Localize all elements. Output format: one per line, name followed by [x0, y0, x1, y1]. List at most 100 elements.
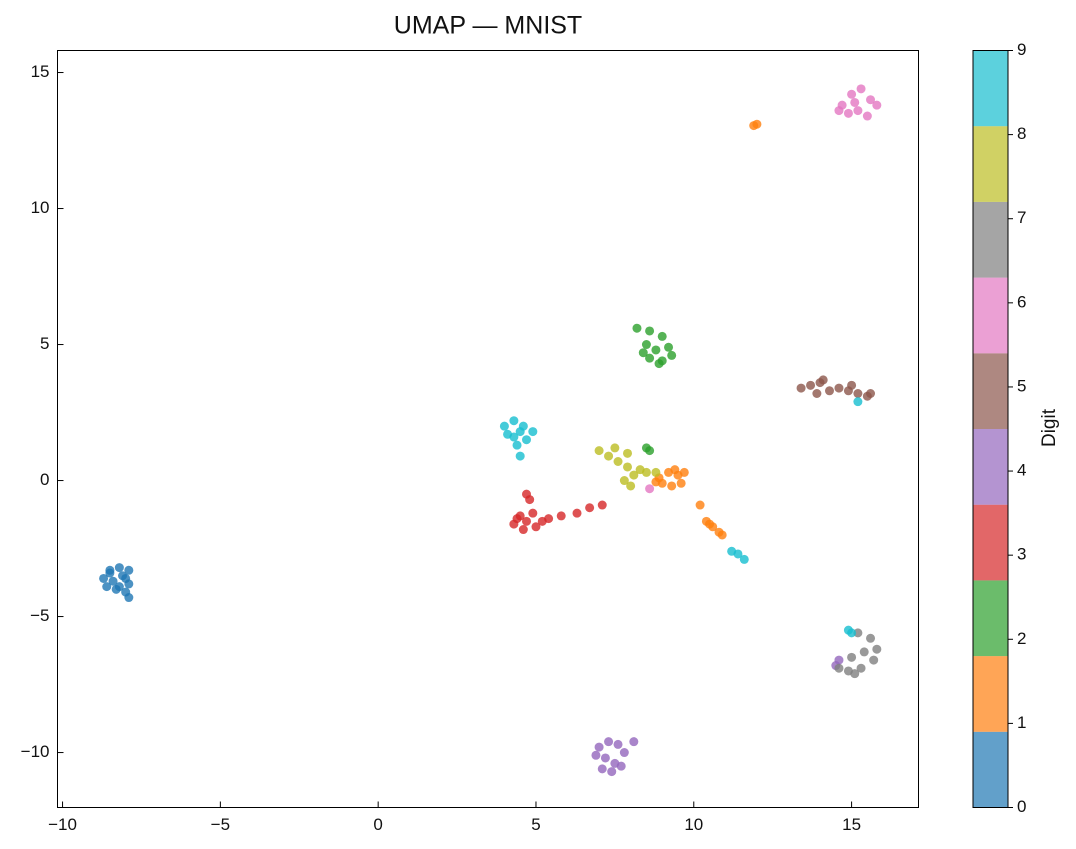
point — [105, 568, 115, 578]
point — [850, 97, 860, 107]
point — [834, 663, 844, 673]
point — [99, 573, 109, 583]
point — [752, 119, 762, 129]
point — [818, 375, 828, 385]
point — [604, 451, 614, 461]
point — [600, 753, 610, 763]
point — [585, 503, 595, 513]
colorbar-tick-label: 1 — [1017, 713, 1026, 732]
point — [796, 383, 806, 393]
point — [651, 345, 661, 355]
point — [509, 416, 519, 426]
x-tick-label: −10 — [48, 815, 77, 834]
y-tick-label: −5 — [30, 606, 49, 625]
point — [528, 427, 538, 437]
point — [657, 331, 667, 341]
colorbar-segment — [973, 429, 1008, 505]
point — [705, 519, 715, 529]
point — [872, 644, 882, 654]
point — [572, 508, 582, 518]
point — [847, 652, 857, 662]
point — [651, 467, 661, 477]
point — [645, 353, 655, 363]
point — [108, 576, 118, 586]
point — [515, 427, 525, 437]
point — [645, 326, 655, 336]
point — [531, 522, 541, 532]
colorbar-tick-label: 7 — [1017, 208, 1026, 227]
colorbar-segment — [973, 656, 1008, 732]
chart-title: UMAP — MNIST — [394, 12, 582, 40]
point — [834, 383, 844, 393]
point — [739, 554, 749, 564]
x-tick-label: 10 — [684, 815, 703, 834]
point — [613, 739, 623, 749]
point — [812, 389, 822, 399]
point — [641, 340, 651, 350]
point — [512, 514, 522, 524]
point — [869, 655, 879, 665]
point — [613, 457, 623, 467]
point — [638, 348, 648, 358]
point — [657, 356, 667, 366]
plot-frame — [57, 50, 919, 808]
point — [651, 477, 661, 487]
y-tick-label: 0 — [40, 470, 49, 489]
colorbar-tick-label: 8 — [1017, 124, 1026, 143]
point — [607, 767, 617, 777]
point — [499, 421, 509, 431]
point — [856, 84, 866, 94]
x-tick-label: −5 — [211, 815, 230, 834]
point — [645, 446, 655, 456]
point — [544, 514, 554, 524]
colorbar-segment — [973, 126, 1008, 202]
colorbar-tick-label: 2 — [1017, 629, 1026, 648]
point — [512, 440, 522, 450]
point — [114, 582, 124, 592]
point — [522, 435, 532, 445]
colorbar-tick-label: 5 — [1017, 376, 1026, 395]
point — [866, 95, 876, 105]
point — [518, 525, 528, 535]
point — [594, 446, 604, 456]
colorbar-tick-label: 6 — [1017, 292, 1026, 311]
point — [124, 565, 134, 575]
point — [866, 389, 876, 399]
point — [859, 647, 869, 657]
colorbar-segment — [973, 731, 1008, 808]
colorbar-segment — [973, 504, 1008, 581]
colorbar-tick-label: 0 — [1017, 797, 1026, 816]
point — [679, 467, 689, 477]
colorbar-segment — [973, 353, 1008, 429]
point — [522, 489, 532, 499]
point — [866, 633, 876, 643]
point — [604, 737, 614, 747]
point — [667, 481, 677, 491]
x-tick-label: 15 — [842, 815, 861, 834]
point — [664, 342, 674, 352]
point — [717, 530, 727, 540]
point — [623, 462, 633, 472]
point — [597, 764, 607, 774]
point — [850, 669, 860, 679]
point — [853, 389, 863, 399]
point — [695, 500, 705, 510]
point — [556, 511, 566, 521]
point — [872, 100, 882, 110]
colorbar-segment — [973, 277, 1008, 354]
point — [522, 516, 532, 526]
y-tick-label: 15 — [31, 62, 50, 81]
point — [856, 663, 866, 673]
point — [847, 89, 857, 99]
point — [616, 761, 626, 771]
point — [591, 750, 601, 760]
colorbar-segment — [973, 201, 1008, 278]
point — [102, 582, 112, 592]
point — [645, 484, 655, 494]
colorbar-label: Digit — [1039, 408, 1060, 447]
point — [619, 476, 629, 486]
y-tick-label: 5 — [40, 334, 49, 353]
x-tick-label: 0 — [373, 815, 382, 834]
point — [853, 106, 863, 116]
